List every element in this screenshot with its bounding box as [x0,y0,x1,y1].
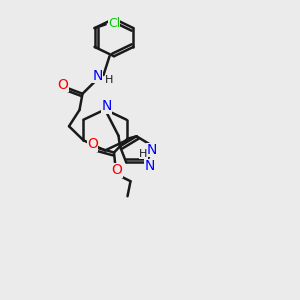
Text: H: H [139,149,148,159]
Text: N: N [101,100,112,113]
Text: O: O [58,77,68,92]
Text: N: N [145,159,155,173]
Text: O: O [112,164,122,178]
Text: Cl: Cl [108,16,120,30]
Text: H: H [105,75,114,85]
Text: N: N [146,143,157,157]
Text: N: N [92,69,103,83]
Text: O: O [87,137,98,152]
